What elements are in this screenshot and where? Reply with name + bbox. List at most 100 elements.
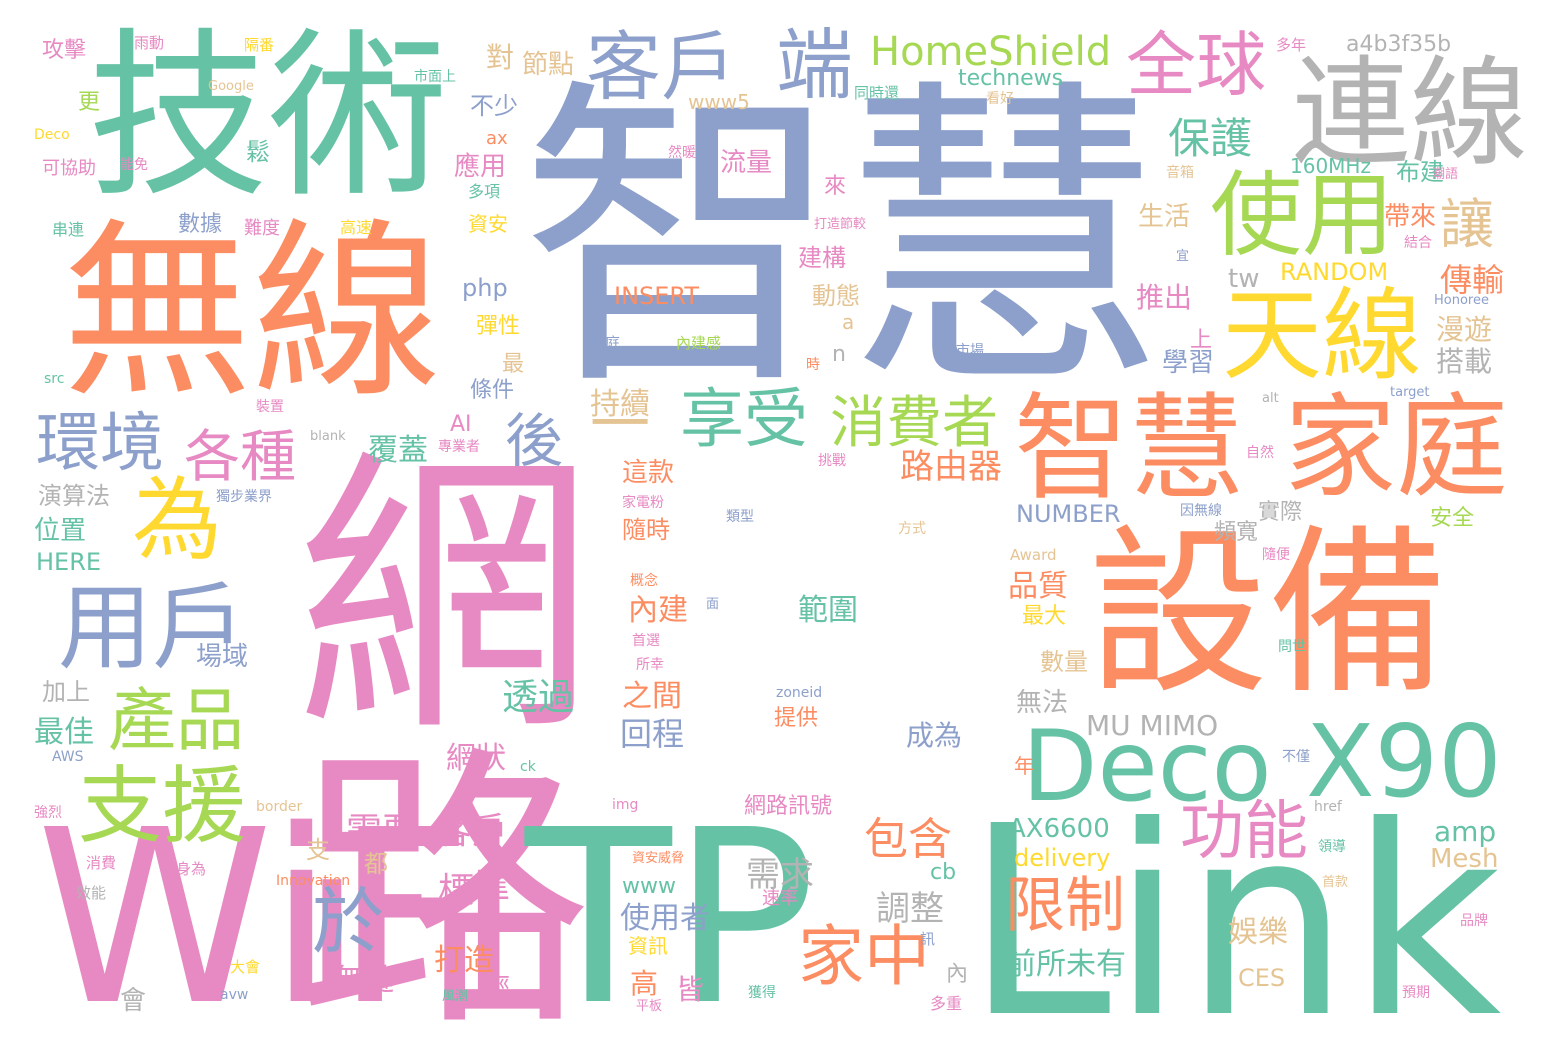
word-zhihui: 智慧 [520, 53, 1164, 428]
word-neijiangan: 內建感 [676, 334, 722, 352]
word-zui: 最 [502, 352, 525, 377]
word-gainian: 概念 [630, 573, 658, 589]
word-sulv: 速率 [762, 888, 798, 909]
word-jiazhong: 家中 [798, 918, 930, 995]
word-zhiyuan: 支援 [78, 757, 247, 855]
word-cb: cb [930, 860, 957, 885]
word-leixing: 類型 [726, 509, 754, 525]
word-mian: 面 [706, 597, 720, 612]
word-xiaofeizhe: 消費者 [830, 391, 998, 456]
word-song: 鬆 [246, 138, 270, 166]
word-fangshi: 方式 [898, 521, 926, 537]
word-jiehe: 結合 [1404, 235, 1432, 251]
word-zhuanyezhe: 專業者 [438, 439, 480, 455]
word-dongtai: 動態 [812, 282, 860, 310]
word-dazai: 搭載 [1436, 345, 1493, 378]
word-href: href [1314, 799, 1342, 815]
word-kehu: 客戶 [586, 23, 737, 111]
word-www5: www5 [688, 90, 750, 114]
word-xianzhi: 限制 [1005, 871, 1125, 941]
word-hou: 後 [505, 407, 564, 475]
word-fengchao: 風潮 [442, 989, 469, 1004]
word-yule: 娛樂 [1228, 915, 1288, 950]
word-rang: 讓 [1440, 193, 1494, 256]
word-wufa: 無法 [1016, 688, 1069, 718]
word-zuida: 最大 [1022, 604, 1067, 629]
word-tanxing: 彈性 [476, 314, 521, 339]
word-zhekuan: 這款 [622, 458, 675, 488]
word-a: a [842, 310, 855, 334]
word-aws: AWS [52, 749, 84, 765]
word-duoxiang: 多項 [468, 182, 501, 201]
word-php: php [462, 274, 508, 302]
word-blank: blank [310, 429, 346, 444]
word-gongji: 攻擊 [42, 38, 87, 63]
word-mumimo: MU MIMO [1086, 709, 1219, 742]
word-gongneng: 功能 [1180, 795, 1308, 869]
word-lianxian: 連線 [1292, 44, 1529, 182]
word-zianweixie: 資安威脅 [632, 851, 685, 866]
word-jiedian: 節點 [522, 50, 575, 80]
word-dubuyejie: 獨步業界 [216, 489, 272, 505]
word-pingban: 平板 [636, 999, 663, 1014]
word-qianglie: 強烈 [34, 805, 62, 821]
word-shebei: 設備 [1088, 510, 1449, 719]
word-huicheng: 回程 [620, 715, 685, 753]
word-alt: alt [1262, 391, 1279, 406]
word-shiyong: 使用 [1210, 162, 1395, 269]
word-shouxuan: 首選 [632, 633, 660, 649]
word-gaosu: 高速 [340, 218, 373, 237]
word-kexiezhu: 可協助 [42, 158, 96, 179]
word-jiating: 家庭 [1284, 383, 1508, 513]
word-nian: 年 [1014, 754, 1034, 778]
word-changyu: 場域 [196, 642, 249, 672]
word-innovation: Innovation [276, 873, 351, 889]
word-chengwei: 成為 [906, 719, 963, 752]
word-mesh: Mesh [1430, 844, 1499, 874]
word-suishi: 隨時 [622, 516, 670, 544]
word-wifi: WiFi [36, 778, 522, 1052]
word-zixun: 資訊 [628, 934, 668, 958]
word-wufeng: 無縫 [334, 963, 394, 998]
word-baohan: 包含 [864, 814, 952, 865]
word-geng: 更 [78, 90, 101, 115]
word-suoxing: 所幸 [636, 657, 664, 673]
word-zhihui-2: 智慧 [1014, 382, 1245, 516]
word-chuanshu: 傳輸 [1440, 261, 1505, 299]
word-qiansuoweiyou: 前所未有 [1006, 947, 1126, 982]
word-shuliang: 數量 [1040, 648, 1088, 676]
word-amp: amp [1434, 815, 1497, 848]
word-manyou: 漫遊 [1436, 313, 1493, 346]
word-yudong: 雨動 [134, 34, 165, 52]
word-shuju: 數據 [178, 212, 223, 237]
word-ranuan: 然暖 [668, 145, 696, 161]
word-wenshi: 問世 [1278, 639, 1306, 655]
word-jiating-small: 家庭 [590, 334, 621, 352]
word-award: Award [1010, 546, 1057, 564]
word-160mhz: 160MHz [1290, 154, 1371, 178]
word-a4b3f35b: a4b3f35b [1346, 32, 1452, 57]
word-chanpin: 產品 [108, 682, 245, 761]
word-chaoyu: 潮語 [1432, 167, 1459, 182]
word-xun: 訊 [920, 930, 936, 948]
word-touguo: 透過 [502, 677, 575, 718]
word-img: img [612, 797, 639, 813]
word-lingdao: 領導 [1318, 839, 1346, 855]
word-gefan: 隔番 [244, 36, 275, 54]
word-wuxian: 無線 [62, 202, 443, 423]
word-jishu: 技術 [88, 13, 449, 222]
word-shimianshang: 市面上 [414, 69, 456, 85]
word-shichang: 市場 [956, 343, 984, 359]
word-wangluxunhao: 網路訊號 [744, 794, 833, 819]
word-xiaofei: 消費 [86, 854, 117, 872]
word-kanhao: 看好 [986, 91, 1014, 107]
word-fanwei: 範圍 [798, 593, 858, 628]
word-wangzhuang: 網狀 [446, 741, 506, 776]
word-jiashang: 加上 [42, 678, 90, 706]
word-tiaozheng: 調整 [876, 889, 944, 929]
word-shiyongzhe: 使用者 [620, 901, 710, 936]
word-chixu: 持續 [590, 387, 650, 422]
word-here: HERE [36, 548, 102, 576]
word-xiaoneng: 效能 [76, 884, 107, 902]
word-hui: 會 [120, 986, 147, 1016]
